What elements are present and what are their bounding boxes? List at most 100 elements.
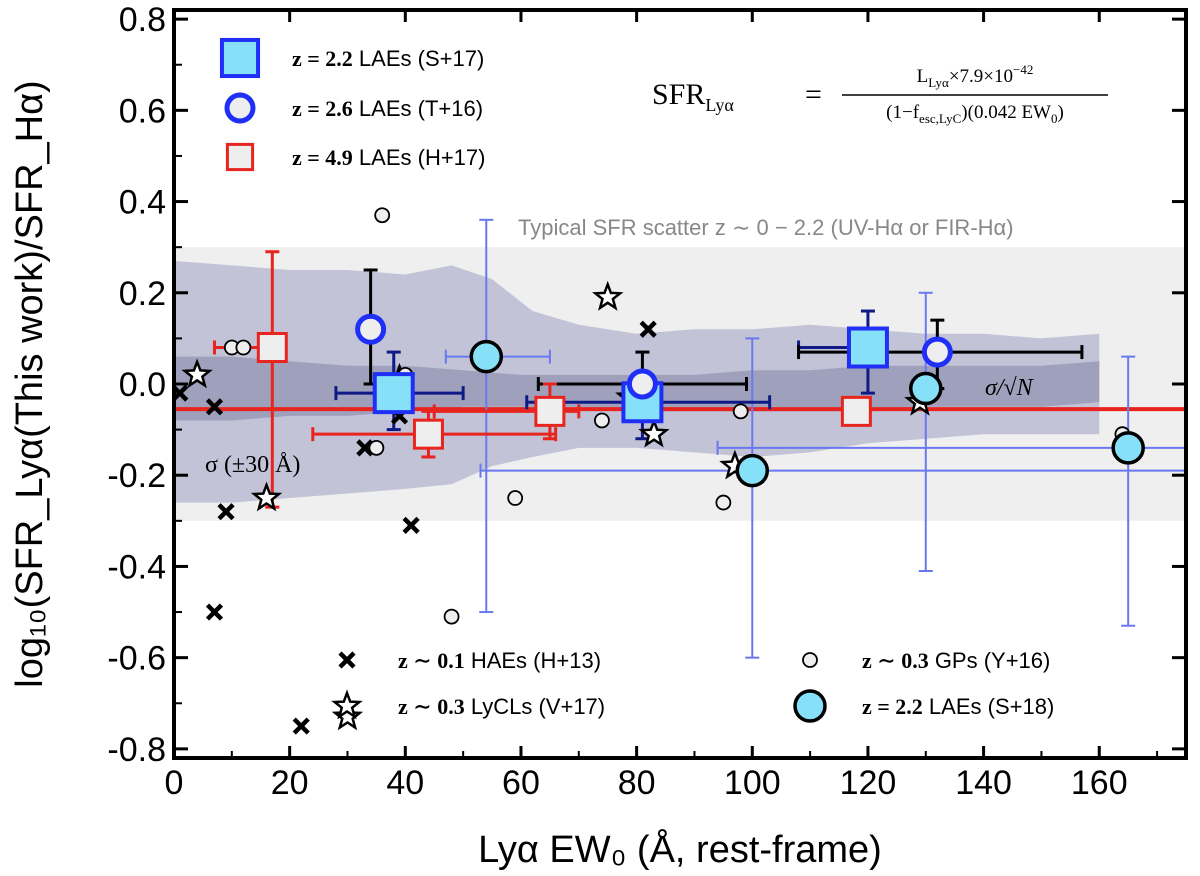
legend-bottom-entry-3: z = 2.2 LAEs (S+18): [793, 689, 1054, 723]
legend-bottom-entry-1: z ∼ 0.3 LyCLs (V+17): [331, 689, 605, 720]
x-tick-label-4: 80: [618, 764, 656, 802]
star-point-4: [592, 280, 624, 311]
x-point-1: [205, 398, 224, 416]
star-point-0: [181, 358, 213, 389]
formula-denominator: (1−fesc,LyC)(0.042 EW0): [886, 102, 1064, 126]
x-point-2: [217, 503, 235, 521]
legend-bottom-label-2: z ∼ 0.3 GPs (Y+16): [862, 648, 1050, 673]
circle-small-point-5: [443, 608, 460, 625]
x-point-9-stroke-b: [639, 320, 657, 338]
legend-top-marker-2: [225, 142, 255, 172]
circle-small-point-7: [594, 412, 610, 429]
legend-bottom-label-0: z ∼ 0.1 HAEs (H+13): [398, 648, 601, 673]
legend-top-entry-1: z = 2.6 LAEs (T+16): [224, 92, 483, 124]
x-point-8: [402, 516, 420, 534]
x-point-1-stroke-b: [205, 398, 224, 416]
x-tick-label-5: 100: [724, 764, 781, 802]
legend-bottom-label-bold-3: z = 2.2: [862, 694, 923, 719]
formula-den-end: ): [1058, 102, 1064, 123]
square-red-point-1: [412, 418, 444, 450]
formula-den-mid: )(0.042 EW: [961, 102, 1051, 123]
legend-bottom-label-text-1: LyCLs (V+17): [465, 694, 605, 719]
x-tick-label-1: 20: [271, 764, 309, 802]
legend-top-label-0: z = 2.2 LAEs (S+17): [292, 46, 484, 71]
legend-top-label-2: z = 4.9 LAEs (H+17): [292, 145, 485, 170]
square-cyan-point-2: [846, 326, 889, 369]
legend-bottom-marker-0: [338, 651, 356, 669]
legend-bottom-marker-0-stroke-b: [338, 651, 356, 669]
circle-blue-point-0: [355, 313, 387, 345]
legend-bottom-marker-2: [802, 652, 818, 668]
legend-top-label-text-0: LAEs (S+17): [353, 46, 484, 71]
star-point-6: [638, 417, 670, 448]
legend-bottom-label-1: z ∼ 0.3 LyCLs (V+17): [398, 694, 605, 719]
x-tick-label-2: 40: [386, 764, 424, 802]
legend-top-marker-0: [219, 37, 261, 79]
circle-small-point-3: [368, 439, 385, 456]
formula-num-rest: ×7.9×10: [949, 66, 1013, 87]
legend-bottom-marker-3: [793, 689, 827, 723]
y-axis-label: log₁₀(SFR_Lyα(This work)/SFR_Hα): [9, 80, 51, 687]
circle-cyan-point-1: [735, 453, 770, 488]
legend-bottom-entry-2: z ∼ 0.3 GPs (Y+16): [802, 648, 1050, 673]
sem-band-label: σ/√N: [985, 375, 1035, 401]
legend-top-label-text-1: LAEs (T+16): [353, 96, 483, 121]
y-tick-label-4: 0.0: [119, 366, 166, 404]
legend-bottom-label-text-0: HAEs (H+13): [465, 648, 601, 673]
y-tick-label-7: 0.6: [119, 92, 166, 130]
square-red-point-2: [534, 395, 566, 427]
x-tick-label-3: 60: [502, 764, 540, 802]
circle-small-point-2: [374, 207, 391, 224]
circle-cyan-point-3: [1111, 431, 1145, 465]
x-tick-label-7: 140: [955, 764, 1012, 802]
x-tick-label-6: 120: [840, 764, 897, 802]
legend-top-label-bold-0: z = 2.2: [292, 46, 353, 71]
y-tick-label-1: -0.6: [107, 640, 166, 678]
circle-small-point-6: [507, 490, 524, 506]
x-tick-label-0: 0: [165, 764, 184, 802]
x-point-3: [205, 603, 224, 621]
x-point-4: [292, 717, 310, 735]
typical-scatter-label: Typical SFR scatter z ∼ 0 − 2.2 (UV-Hα o…: [518, 215, 1014, 240]
circle-blue-point-1: [626, 368, 658, 400]
square-red-point-0: [256, 332, 288, 364]
legend-bottom-entry-0: z ∼ 0.1 HAEs (H+13): [338, 648, 601, 673]
formula-den-sub: esc,LyC: [919, 111, 961, 126]
x-point-3-stroke-b: [205, 603, 224, 621]
y-tick-label-0: -0.8: [107, 731, 166, 769]
circle-small-point-8: [732, 403, 749, 420]
legend-bottom-label-bold-2: z ∼ 0.3: [862, 648, 929, 673]
circle-cyan-point-2: [909, 371, 943, 406]
circle-cyan-point-0: [469, 339, 504, 374]
legend-bottom-label-bold-1: z ∼ 0.3: [398, 694, 465, 719]
formula-lhs-sub: Lyα: [705, 95, 734, 115]
legend-top-entry-0: z = 2.2 LAEs (S+17): [219, 37, 484, 79]
legend-top-marker-1: [224, 92, 256, 124]
y-tick-label-5: 0.2: [119, 275, 166, 313]
legend-bottom-label-text-3: LAEs (S+18): [923, 694, 1054, 719]
x-point-5: [356, 439, 374, 457]
star-point-1: [250, 481, 283, 512]
circle-small-point-1: [235, 339, 252, 356]
formula-num-sub: Lyα: [928, 75, 949, 90]
x-point-9: [639, 320, 657, 338]
x-point-2-stroke-b: [217, 503, 235, 521]
x-point-8-stroke-b: [402, 516, 420, 534]
x-tick-label-8: 160: [1071, 764, 1128, 802]
legend-top-label-text-2: LAEs (H+17): [353, 145, 486, 170]
y-tick-label-2: -0.4: [107, 548, 166, 586]
formula-num-exp: −42: [1013, 62, 1033, 77]
formula-lhs: SFRLyα: [652, 78, 734, 115]
formula-den-sub2: 0: [1051, 111, 1058, 126]
formula-numerator: LLyα×7.9×10−42: [917, 62, 1034, 90]
circle-blue-point-2: [921, 336, 953, 368]
star-point-2: [331, 700, 364, 731]
legend-bottom-label-bold-0: z ∼ 0.1: [398, 648, 465, 673]
y-tick-label-8: 0.8: [119, 1, 166, 39]
sigma-band-label: σ (±30 Å): [205, 452, 300, 478]
y-tick-label-3: -0.2: [107, 457, 166, 495]
y-tick-label-6: 0.4: [119, 184, 166, 222]
legend-bottom-marker-1: [331, 689, 363, 720]
